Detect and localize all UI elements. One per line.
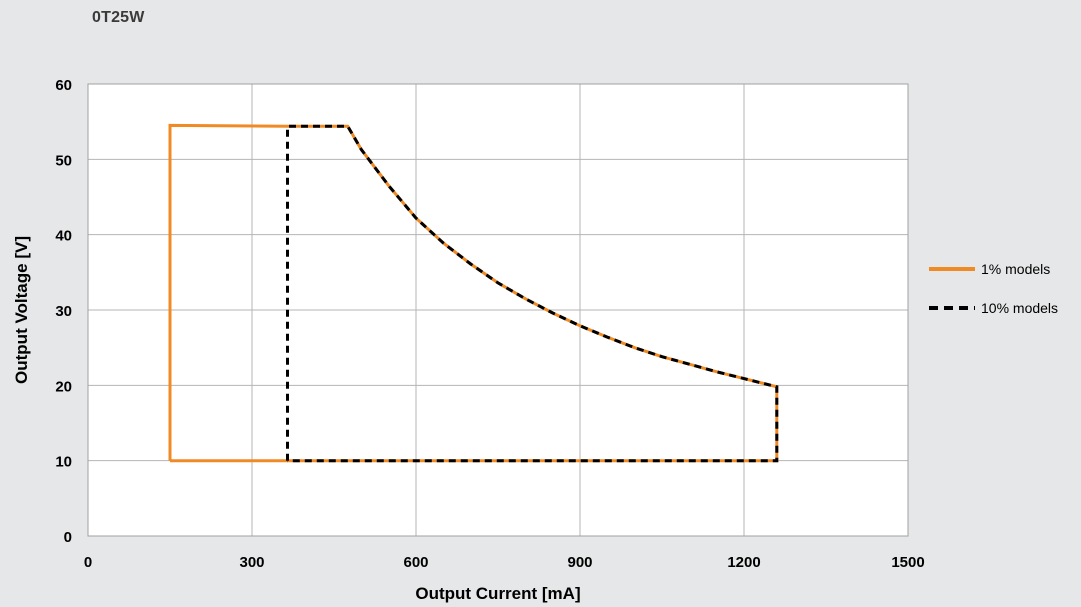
y-tick-label: 30 bbox=[55, 303, 72, 320]
series-line-2 bbox=[286, 124, 779, 463]
chart-title: 0T25W bbox=[92, 9, 145, 26]
y-tick-label: 10 bbox=[55, 454, 72, 471]
x-tick-label: 300 bbox=[239, 554, 264, 571]
legend-label-2: 10% models bbox=[981, 300, 1058, 316]
y-axis-title: Output Voltage [V] bbox=[12, 236, 31, 384]
y-tick-label: 40 bbox=[55, 228, 72, 245]
x-axis-title: Output Current [mA] bbox=[415, 584, 580, 603]
x-tick-label: 1500 bbox=[891, 554, 924, 571]
y-tick-label: 50 bbox=[55, 152, 72, 169]
y-axis-ticks: 0 10 20 30 40 50 60 bbox=[55, 77, 72, 546]
x-tick-label: 600 bbox=[403, 554, 428, 571]
y-tick-label: 60 bbox=[55, 77, 72, 94]
legend: 1% models 10% models bbox=[929, 261, 1058, 316]
series-lines bbox=[168, 123, 779, 463]
y-tick-label: 0 bbox=[64, 529, 72, 546]
x-axis-ticks: 0 300 600 900 1200 1500 bbox=[84, 554, 925, 571]
plot-border bbox=[87, 83, 909, 537]
x-tick-label: 0 bbox=[84, 554, 92, 571]
y-tick-label: 20 bbox=[55, 378, 72, 395]
legend-label-1: 1% models bbox=[981, 261, 1050, 277]
x-tick-label: 1200 bbox=[727, 554, 760, 571]
x-tick-label: 900 bbox=[567, 554, 592, 571]
